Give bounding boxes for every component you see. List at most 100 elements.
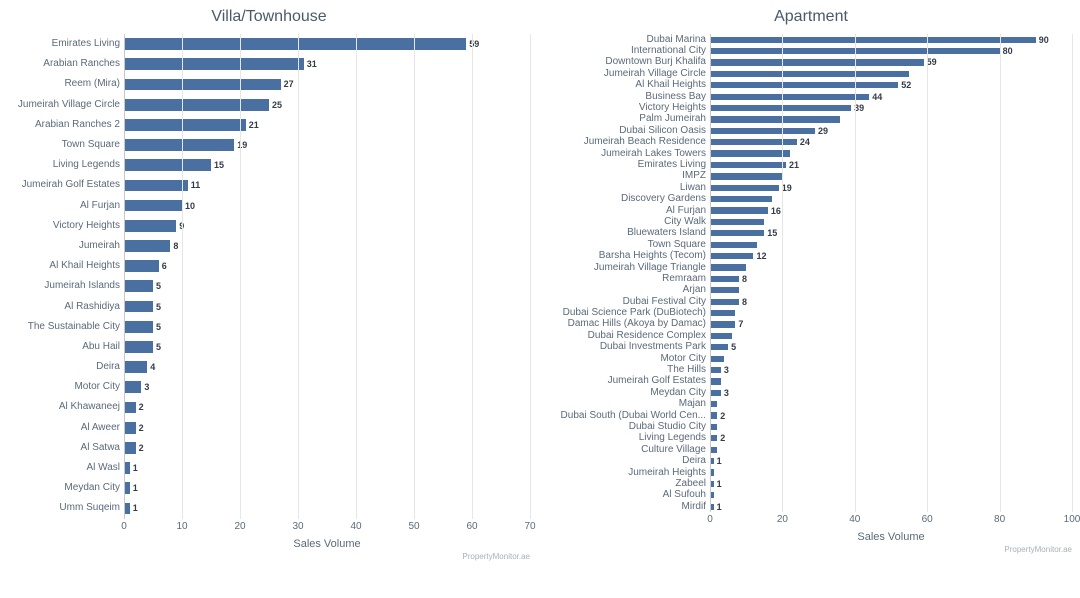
bar (124, 58, 304, 70)
category-label: Motor City (8, 377, 124, 397)
bar (124, 422, 136, 434)
category-label: Dubai South (Dubai World Cen... (550, 410, 710, 421)
bar-row (710, 490, 1072, 501)
bar-row: 1 (710, 478, 1072, 489)
category-label: Liwan (550, 182, 710, 193)
bar-row: 3 (124, 377, 530, 397)
category-label: The Hills (550, 364, 710, 375)
bar (710, 139, 797, 145)
bar-row: 1 (124, 458, 530, 478)
bar-value-label: 3 (724, 388, 729, 398)
category-label: International City (550, 45, 710, 56)
bar-value-label: 2 (720, 411, 725, 421)
bar-row: 12 (710, 250, 1072, 261)
category-label: Al Satwa (8, 438, 124, 458)
bar-value-label: 5 (731, 342, 736, 352)
bar-row (710, 171, 1072, 182)
bar-value-label: 25 (272, 100, 282, 110)
bar (710, 492, 714, 498)
bar-row: 7 (710, 319, 1072, 330)
category-label: Dubai Festival City (550, 296, 710, 307)
x-tick-label: 0 (707, 514, 713, 525)
category-label: Al Khawaneej (8, 397, 124, 417)
bar (710, 367, 721, 373)
category-label: Dubai Silicon Oasis (550, 125, 710, 136)
bar-value-label: 8 (742, 274, 747, 284)
bar-value-label: 1 (133, 503, 138, 513)
chart-title: Villa/Townhouse (8, 8, 530, 26)
category-label: Arabian Ranches (8, 54, 124, 74)
bar (710, 481, 714, 487)
bar (710, 207, 768, 213)
bar (710, 378, 721, 384)
category-label: Deira (8, 357, 124, 377)
bar-row: 5 (124, 337, 530, 357)
category-label: Al Aweer (8, 418, 124, 438)
bar-value-label: 2 (139, 443, 144, 453)
y-axis-labels: Dubai MarinaInternational CityDowntown B… (550, 34, 710, 554)
category-label: IMPZ (550, 171, 710, 182)
bar (710, 196, 772, 202)
bar-row: 21 (124, 115, 530, 135)
bar-row: 2 (710, 433, 1072, 444)
bar-row (710, 216, 1072, 227)
bar-value-label: 9 (179, 221, 184, 231)
bar (124, 462, 130, 474)
bar (710, 253, 753, 259)
bar-value-label: 12 (756, 251, 766, 261)
bar-row (710, 330, 1072, 341)
category-label: Emirates Living (8, 34, 124, 54)
category-label: Al Khail Heights (550, 80, 710, 91)
bar (710, 447, 717, 453)
x-tick-label: 0 (121, 521, 127, 532)
bar-value-label: 5 (156, 302, 161, 312)
bar-row: 4 (124, 357, 530, 377)
x-tick-label: 40 (849, 514, 860, 525)
bar-row: 80 (710, 45, 1072, 56)
bar-row: 3 (710, 364, 1072, 375)
bar (710, 48, 1000, 54)
bar-row: 1 (710, 455, 1072, 466)
category-label: Jumeirah Village Triangle (550, 262, 710, 273)
category-label: Jumeirah Islands (8, 276, 124, 296)
plot-area: 9080595244392924211916151288753322111 (710, 34, 1072, 512)
x-tick-label: 30 (292, 521, 303, 532)
x-tick-label: 40 (350, 521, 361, 532)
category-label: Victory Heights (550, 102, 710, 113)
bar (124, 280, 153, 292)
bar-row (710, 68, 1072, 79)
category-label: Palm Jumeirah (550, 114, 710, 125)
category-label: Barsha Heights (Tecom) (550, 250, 710, 261)
bar-row: 16 (710, 205, 1072, 216)
bar (710, 82, 898, 88)
x-axis-ticks: 020406080100 (710, 514, 1072, 528)
bar-row: 1 (710, 501, 1072, 512)
category-label: Damac Hills (Akoya by Damac) (550, 319, 710, 330)
bar (124, 482, 130, 494)
bar (124, 442, 136, 454)
bar (124, 321, 153, 333)
bar-row (710, 148, 1072, 159)
bar-value-label: 5 (156, 322, 161, 332)
category-label: Mirdif (550, 501, 710, 512)
bar-value-label: 1 (717, 456, 722, 466)
category-label: Jumeirah Lakes Towers (550, 148, 710, 159)
bar-row: 15 (124, 155, 530, 175)
bar-row (710, 239, 1072, 250)
bar (124, 220, 176, 232)
x-tick-label: 80 (994, 514, 1005, 525)
bar-value-label: 10 (185, 201, 195, 211)
bar-row: 3 (710, 387, 1072, 398)
bar-value-label: 19 (782, 183, 792, 193)
bar-value-label: 2 (139, 402, 144, 412)
bar-row: 39 (710, 102, 1072, 113)
category-label: Deira (550, 455, 710, 466)
bar-value-label: 15 (767, 228, 777, 238)
category-label: Majan (550, 399, 710, 410)
bar-row: 21 (710, 159, 1072, 170)
bar-row (710, 353, 1072, 364)
category-label: The Sustainable City (8, 317, 124, 337)
category-label: Dubai Residence Complex (550, 330, 710, 341)
bar-value-label: 52 (901, 80, 911, 90)
bar (124, 301, 153, 313)
